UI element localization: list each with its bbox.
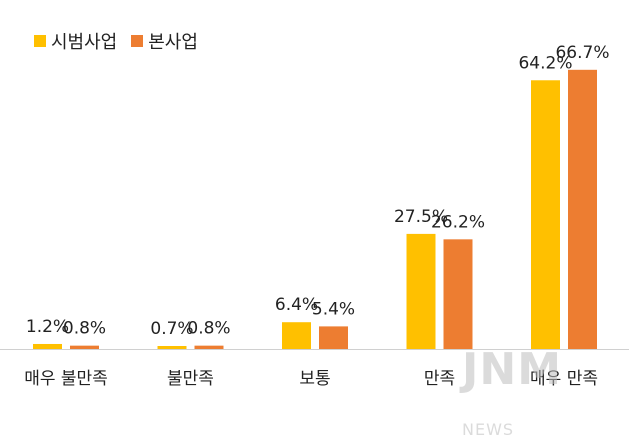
bar-series-2-3 — [319, 326, 348, 349]
data-label-series-1-2: 0.7% — [150, 319, 193, 339]
bar-series-1-3 — [282, 322, 311, 349]
legend-label-series-1: 시범사업 — [51, 32, 118, 53]
bar-series-1-1 — [33, 343, 62, 349]
watermark-logo: JNM NEWS — [462, 344, 562, 439]
data-label-series-1-1: 1.2% — [26, 317, 69, 337]
x-tick-label-2: 불만족 — [167, 369, 214, 389]
bar-series-2-2 — [194, 345, 224, 349]
bar-series-1-4 — [406, 233, 436, 349]
data-label-series-2-3: 5.4% — [312, 299, 355, 319]
data-label-series-2-2: 0.8% — [187, 319, 230, 339]
legend-item-series-2: 본사업 — [131, 28, 198, 54]
bar-series-1-2 — [157, 346, 187, 349]
data-label-series-2-1: 0.8% — [63, 319, 106, 339]
x-tick-label-4: 만족 — [424, 369, 455, 389]
data-label-series-1-5: 64.2% — [518, 53, 572, 73]
data-label-series-2-5: 66.7% — [555, 43, 609, 63]
data-label-series-1-4: 27.5% — [394, 207, 448, 227]
legend-swatch-series-1 — [34, 35, 46, 47]
bar-series-2-1 — [70, 345, 99, 349]
bar-series-2-5 — [568, 69, 597, 349]
chart-legend: 시범사업 본사업 — [34, 28, 198, 54]
legend-swatch-series-2 — [131, 35, 144, 47]
bar-series-2-4 — [443, 239, 473, 349]
data-label-series-2-4: 26.2% — [431, 212, 485, 232]
x-tick-label-1: 매우 불만족 — [24, 369, 108, 389]
data-label-series-1-3: 6.4% — [275, 295, 318, 315]
legend-item-series-1: 시범사업 — [34, 28, 117, 54]
legend-label-series-2: 본사업 — [148, 32, 198, 53]
bar-chart: 1.2%0.8%매우 불만족0.7%0.8%불만족6.4%5.4%보통27.5%… — [0, 43, 629, 389]
x-tick-label-5: 매우 만족 — [530, 369, 598, 389]
bar-series-1-5 — [531, 80, 560, 349]
x-tick-label-3: 보통 — [299, 369, 330, 389]
